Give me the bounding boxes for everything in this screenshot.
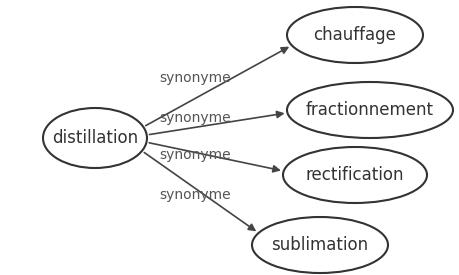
Text: synonyme: synonyme — [159, 111, 230, 125]
Text: synonyme: synonyme — [159, 148, 230, 162]
Text: rectification: rectification — [305, 166, 403, 184]
Text: sublimation: sublimation — [271, 236, 368, 254]
Text: synonyme: synonyme — [159, 71, 230, 85]
Text: fractionnement: fractionnement — [305, 101, 433, 119]
Text: chauffage: chauffage — [313, 26, 396, 44]
Ellipse shape — [43, 108, 147, 168]
Ellipse shape — [286, 7, 422, 63]
Ellipse shape — [286, 82, 452, 138]
Text: distillation: distillation — [52, 129, 138, 147]
Ellipse shape — [282, 147, 426, 203]
Ellipse shape — [252, 217, 387, 273]
Text: synonyme: synonyme — [159, 188, 230, 202]
